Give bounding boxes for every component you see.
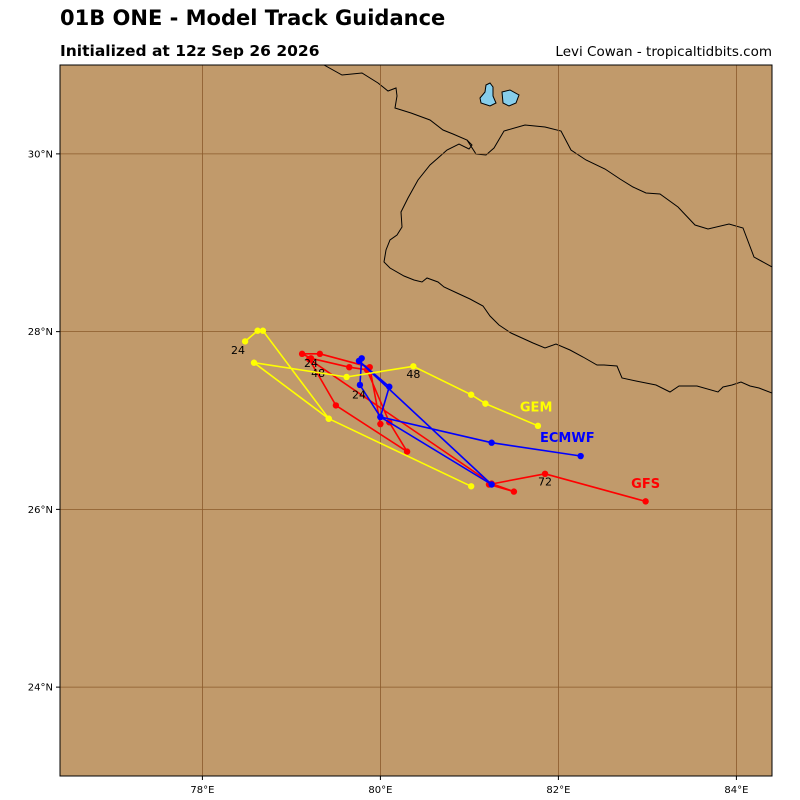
lat-tick-label: 28°N — [28, 327, 53, 338]
gfs-track-line — [301, 352, 646, 503]
lat-tick-label: 26°N — [28, 505, 53, 516]
ecmwf-track-point — [488, 439, 495, 446]
gfs-track-point — [346, 363, 353, 371]
lake-2 — [501, 89, 520, 107]
gem-track-point — [343, 373, 350, 381]
lake-1 — [479, 82, 497, 107]
map-frame — [59, 64, 773, 777]
axis-labels: 30°N 28°N 26°N 24°N 78°E 80°E 82°E 84°E — [28, 149, 749, 796]
lon-tick-label: 84°E — [724, 785, 748, 796]
lat-tick-label: 30°N — [28, 149, 53, 160]
ecmwf-track-line — [358, 357, 581, 486]
lat-tick-label: 24°N — [28, 683, 53, 694]
gem-track-point — [259, 327, 267, 334]
gem-forecast-hour-label: 48 — [406, 368, 420, 381]
gfs-track-point — [316, 350, 324, 358]
gfs-track-point — [510, 488, 518, 495]
gfs-track-point — [306, 355, 313, 363]
lon-tick-label: 82°E — [546, 785, 570, 796]
gfs-track-point — [298, 350, 306, 358]
credit-text: Levi Cowan - tropicaltidbits.com — [555, 44, 772, 60]
gfs-track-point — [403, 448, 411, 455]
gem-track-point — [410, 363, 417, 370]
ecmwf-track-point — [488, 481, 495, 488]
ecmwf-track-point — [377, 413, 384, 421]
gfs-forecast-hour-label: 72 — [538, 475, 552, 488]
ecmwf-forecast-hour-label: 24 — [352, 388, 366, 401]
gem-track-point — [254, 327, 261, 334]
ecmwf-track-point — [355, 357, 363, 365]
country-border — [323, 65, 772, 394]
land-background — [60, 65, 772, 776]
gfs-track-point — [377, 420, 384, 428]
gfs-track-point — [642, 498, 649, 505]
lon-tick-label: 80°E — [368, 785, 392, 796]
gem-model-label: GEM — [520, 401, 553, 416]
ecmwf-model-label: ECMWF — [540, 431, 595, 446]
ecmwf-track-point — [386, 383, 393, 390]
ecmwf-track-point — [577, 452, 584, 460]
gfs-model-label: GFS — [631, 477, 660, 492]
gem-track-point — [467, 483, 475, 490]
gem-track-point — [250, 359, 258, 366]
init-time-subtitle: Initialized at 12z Sep 26 2026 — [60, 42, 320, 60]
coastline-segment — [466, 124, 772, 268]
gem-track-point — [467, 391, 475, 398]
gfs-forecast-hour-label: 24 — [304, 357, 318, 370]
gem-forecast-hour-label: 24 — [231, 344, 245, 357]
gem-track-point — [325, 415, 332, 422]
gem-track-point — [241, 338, 249, 345]
gem-track-point — [534, 422, 542, 430]
lon-tick-label: 78°E — [190, 785, 214, 796]
gem-track-point — [482, 400, 489, 407]
gfs-forecast-hour-label: 48 — [311, 367, 325, 380]
gfs-track-point — [332, 402, 340, 409]
map-title: 01B ONE - Model Track Guidance — [60, 6, 446, 30]
ecmwf-track-point — [356, 381, 364, 389]
graticule — [60, 65, 772, 776]
gfs-track-point — [541, 470, 549, 478]
